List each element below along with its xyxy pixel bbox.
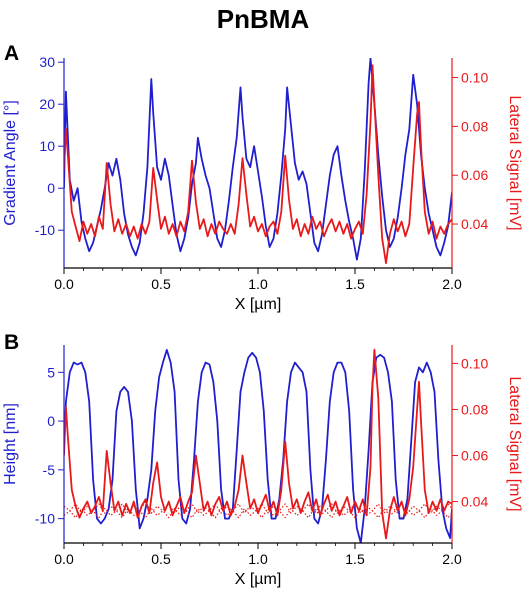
panel-b-left-tick-label: -5 xyxy=(43,462,56,478)
panel-b-series-right-3 xyxy=(64,507,452,519)
panel-a-x-axis-title: X [µm] xyxy=(235,296,282,313)
panel-b-x-axis-title: X [µm] xyxy=(235,571,282,588)
panel-a-right-tick-label: 0.04 xyxy=(461,216,488,232)
panel-b-left-tick-label: 0 xyxy=(47,413,55,429)
panel-a-left-axis-title: Gradient Angle [°] xyxy=(2,100,19,226)
panel-a-left-tick-label: 0 xyxy=(47,180,55,196)
panel-a-right-tick-label: 0.10 xyxy=(461,70,488,86)
panel-b-left-axis-title: Height [nm] xyxy=(2,403,19,485)
panel-a-left-tick-label: 20 xyxy=(39,96,55,112)
panel-a-left-tick-label: -10 xyxy=(35,222,55,238)
panel-a-series-group xyxy=(64,58,452,264)
panel-a-x-tick-label: 2.0 xyxy=(442,276,462,292)
panel-b-series-left-0 xyxy=(64,349,452,543)
panel-a-right-axis-title: Lateral Signal [mV] xyxy=(506,95,523,230)
panel-b-x-tick-label: 1.5 xyxy=(345,551,365,567)
panel-b-right-tick-label: 0.06 xyxy=(461,448,488,464)
panel-a-series-left-0 xyxy=(64,58,452,261)
panel-b-chart: 0.0 0.5 1.0 1.5 2.0 5 0 -5 -10 0.10 0.08 0.06 0.04 X … xyxy=(2,345,523,588)
panel-b-x-tick-label: 1.0 xyxy=(248,551,268,567)
panel-a-left-tick-label: 30 xyxy=(39,54,55,70)
panel-a-label: A xyxy=(4,42,19,65)
panel-a-left-tick-label: 10 xyxy=(39,138,55,154)
panel-a-right-tick-label: 0.08 xyxy=(461,118,488,134)
panel-a-right-tick-label: 0.06 xyxy=(461,167,488,183)
figure-title: PnBMA xyxy=(217,4,310,34)
panel-b-left-tick-label: 5 xyxy=(47,364,55,380)
panel-b-x-tick-label: 0.0 xyxy=(54,551,74,567)
panel-b-x-tick-label: 0.5 xyxy=(151,551,171,567)
panel-a-chart: 0.0 0.5 1.0 1.5 2.0 30 20 10 0 -10 0.10 0.08 0.06 0.0… xyxy=(2,54,523,313)
panel-a-x-tick-label: 1.0 xyxy=(248,276,268,292)
panel-b-series-right-2 xyxy=(64,501,452,514)
panel-b-left-tick-label: -10 xyxy=(35,511,55,527)
panel-b-right-tick-label: 0.08 xyxy=(461,401,488,417)
panel-b-series-group xyxy=(64,348,452,543)
panel-a-x-tick-label: 0.5 xyxy=(151,276,171,292)
panel-b-right-axis-title: Lateral Signal [mV] xyxy=(506,376,523,511)
panel-b-right-tick-label: 0.10 xyxy=(461,355,488,371)
panel-b-right-tick-label: 0.04 xyxy=(461,494,488,510)
panel-b-x-tick-label: 2.0 xyxy=(442,551,462,567)
panel-a-x-tick-label: 1.5 xyxy=(345,276,365,292)
panel-b-label: B xyxy=(4,331,19,354)
panel-a-x-tick-label: 0.0 xyxy=(54,276,74,292)
panel-a-series-right-1 xyxy=(64,64,452,264)
